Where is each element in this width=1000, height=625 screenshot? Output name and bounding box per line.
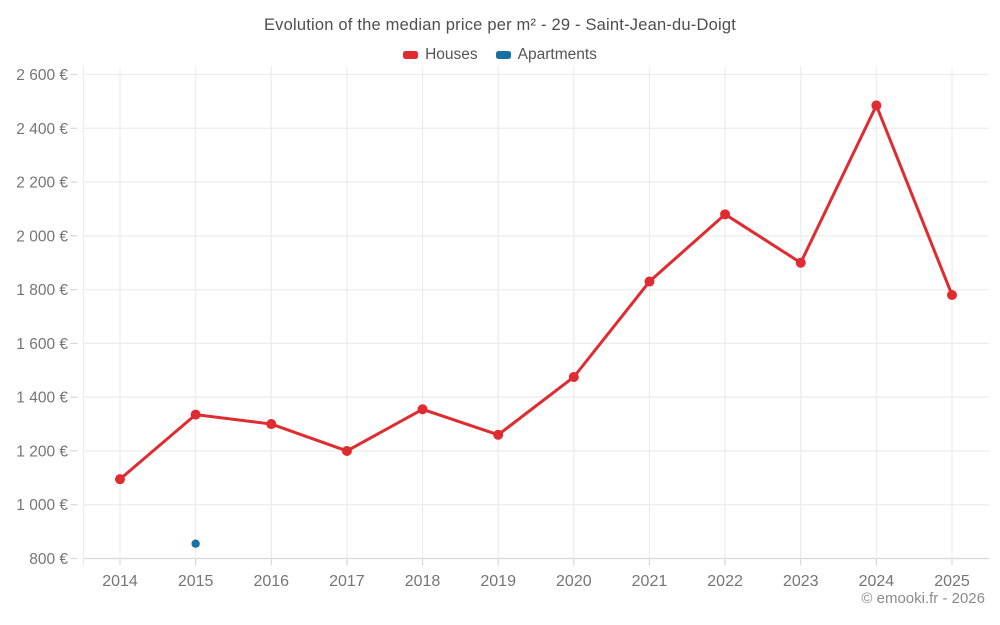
legend-item-houses[interactable]: Houses <box>403 46 478 64</box>
y-axis-label: 2 000 € <box>16 228 68 245</box>
x-axis-label: 2018 <box>405 573 441 590</box>
x-axis-label: 2025 <box>934 573 970 590</box>
data-point-houses-2020[interactable] <box>568 372 579 382</box>
y-axis-label: 1 600 € <box>16 336 68 353</box>
x-axis-label: 2023 <box>783 573 819 590</box>
data-point-houses-2024[interactable] <box>871 100 882 111</box>
data-point-houses-2015[interactable] <box>190 409 201 420</box>
y-axis-label: 2 200 € <box>16 175 68 192</box>
legend-label-apartments: Apartments <box>517 46 597 63</box>
legend-label-houses: Houses <box>425 46 478 63</box>
data-point-houses-2019[interactable] <box>493 429 504 440</box>
x-axis-label: 2021 <box>632 573 668 590</box>
data-point-houses-2014[interactable] <box>115 474 125 485</box>
x-axis-label: 2019 <box>480 573 516 590</box>
data-point-houses-2025[interactable] <box>947 289 957 300</box>
y-axis-label: 2 600 € <box>16 67 68 84</box>
x-axis-label: 2016 <box>253 573 289 590</box>
chart-legend: Houses Apartments <box>0 46 1000 64</box>
x-axis-label: 2020 <box>556 573 592 590</box>
data-point-houses-2016[interactable] <box>266 419 277 430</box>
houses-legend-swatch <box>403 51 419 59</box>
x-axis-label: 2017 <box>329 573 365 590</box>
data-point-houses-2018[interactable] <box>417 404 428 415</box>
series-line-houses[interactable] <box>118 103 954 481</box>
apartments-legend-swatch <box>495 51 511 59</box>
y-axis-label: 1 000 € <box>16 497 68 514</box>
y-axis-label: 1 200 € <box>16 443 68 460</box>
chart-title: Evolution of the median price per m² - 2… <box>263 16 737 34</box>
y-axis-label: 1 400 € <box>16 390 68 407</box>
data-point-houses-2022[interactable] <box>720 209 731 220</box>
y-axis-label: 800 € <box>29 551 68 568</box>
y-axis-label: 2 400 € <box>16 121 68 138</box>
y-axis-label: 1 800 € <box>16 282 68 299</box>
data-point-houses-2023[interactable] <box>795 257 806 268</box>
x-axis-label: 2015 <box>178 573 214 590</box>
data-point-apartments-2015[interactable] <box>191 539 200 548</box>
x-axis-label: 2024 <box>859 573 895 590</box>
legend-item-apartments[interactable]: Apartments <box>495 46 597 64</box>
x-axis-label: 2022 <box>707 573 743 590</box>
data-point-houses-2021[interactable] <box>644 276 655 287</box>
attribution: © emooki.fr - 2026 <box>861 590 985 607</box>
x-axis-label: 2014 <box>102 573 138 590</box>
data-point-houses-2017[interactable] <box>341 445 352 456</box>
